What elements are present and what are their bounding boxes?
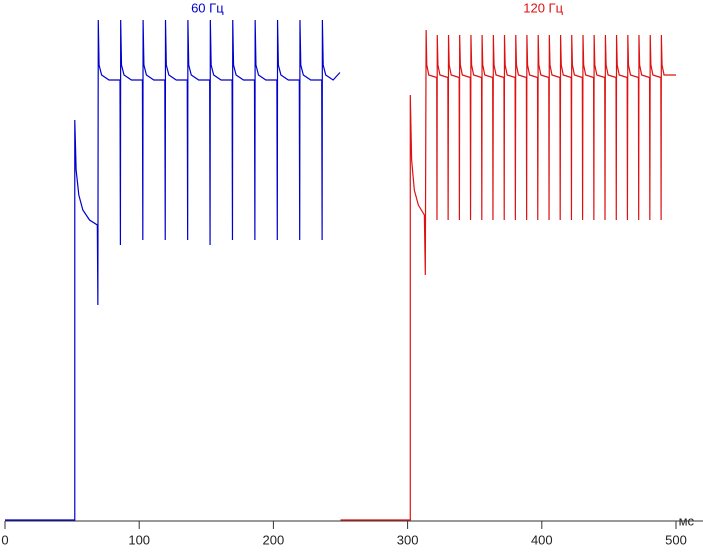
trace-line <box>340 29 676 521</box>
series-label: 60 Гц <box>191 0 224 15</box>
trace-line <box>5 19 341 521</box>
x-tick-label: 100 <box>128 532 150 547</box>
x-tick-label: 400 <box>531 532 553 547</box>
x-tick-label: 500 <box>665 532 687 547</box>
x-tick-label: 200 <box>263 532 285 547</box>
x-tick-label: 300 <box>397 532 419 547</box>
series-label: 120 Гц <box>523 0 563 15</box>
x-tick-label: 0 <box>1 532 8 547</box>
